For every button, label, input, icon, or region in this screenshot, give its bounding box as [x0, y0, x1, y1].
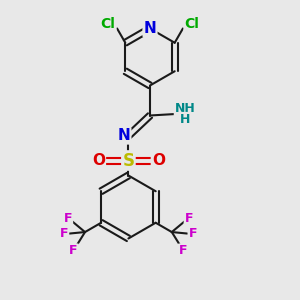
Text: Cl: Cl [100, 17, 116, 31]
Text: O: O [152, 153, 165, 168]
Text: Cl: Cl [184, 17, 200, 31]
Text: N: N [118, 128, 130, 143]
Text: O: O [92, 153, 105, 168]
Text: S: S [122, 152, 134, 169]
Text: F: F [60, 227, 68, 240]
Text: F: F [64, 212, 72, 225]
Text: F: F [188, 227, 197, 240]
Text: H: H [180, 113, 190, 126]
Text: F: F [179, 244, 188, 257]
Text: N: N [144, 21, 156, 36]
Text: F: F [69, 244, 78, 257]
Text: NH: NH [175, 102, 196, 115]
Text: F: F [184, 212, 193, 225]
